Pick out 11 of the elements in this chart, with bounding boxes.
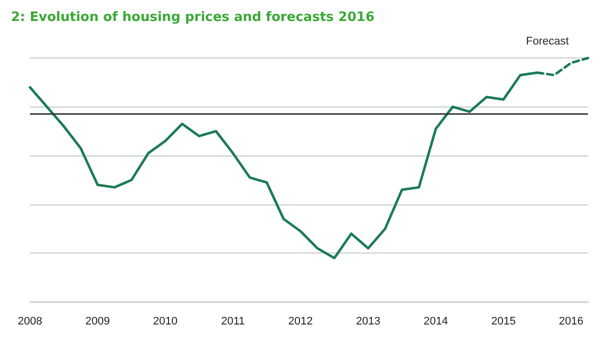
x-tick-label: 2012 (288, 316, 313, 328)
x-tick-label: 2009 (85, 316, 110, 328)
x-tick-label: 2016 (558, 316, 584, 328)
x-tick-label: 2013 (356, 316, 380, 328)
chart-title: 2: Evolution of housing prices and forecasts 2016 (11, 10, 374, 25)
x-tick-label: 2014 (424, 316, 448, 328)
text: Forecast (526, 36, 569, 48)
x-tick-label: 2011 (221, 316, 245, 328)
x-tick-label: 2015 (491, 316, 516, 328)
x-tick-label: 2010 (153, 316, 178, 328)
x-tick-label: 2008 (18, 316, 42, 328)
